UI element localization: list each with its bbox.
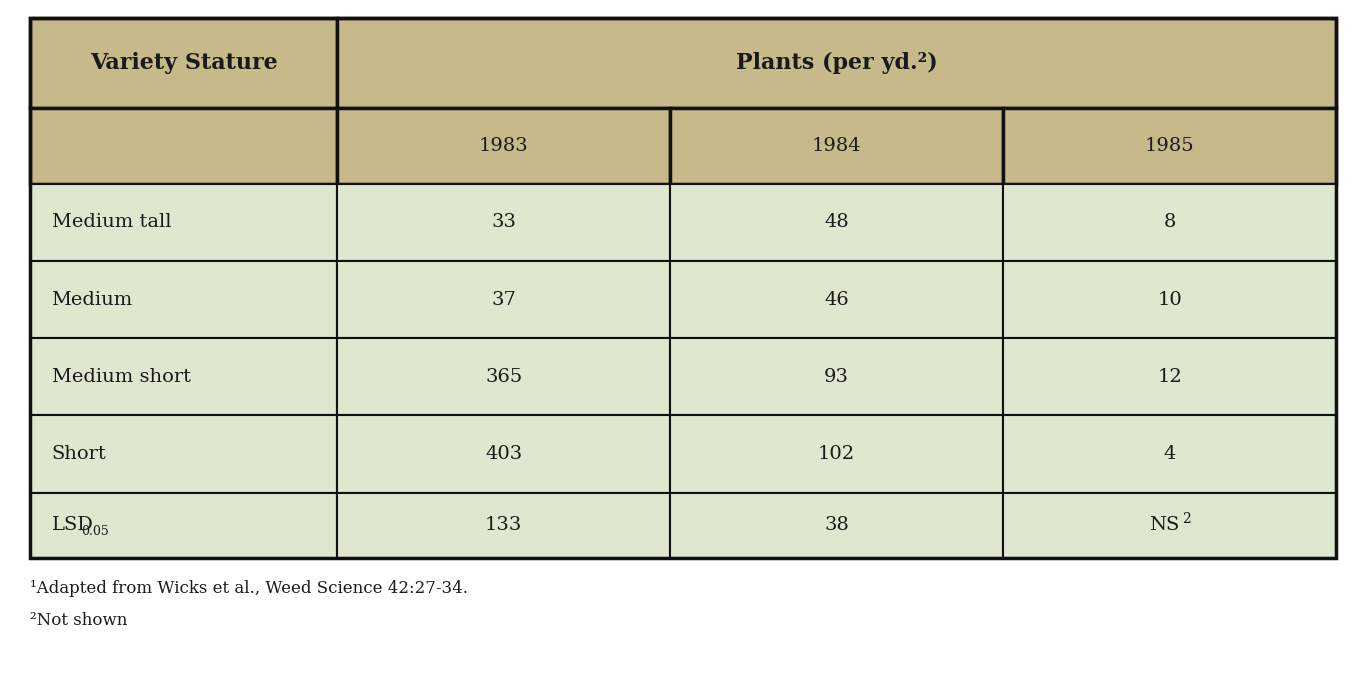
Bar [30,18,1336,558]
Text: NS: NS [1149,516,1180,534]
Bar [1003,109,1336,184]
Bar [30,18,337,109]
Bar [671,338,1003,415]
Bar [1003,261,1336,338]
Bar [671,184,1003,261]
Text: 8: 8 [1164,214,1176,231]
Bar [671,415,1003,493]
Bar [1003,184,1336,261]
Text: 48: 48 [824,214,850,231]
Bar [337,493,671,558]
Bar [337,18,1336,109]
Text: 93: 93 [824,368,850,386]
Text: Plants (per yd.²): Plants (per yd.²) [736,52,937,74]
Text: 1983: 1983 [479,137,529,155]
Text: Variety Stature: Variety Stature [90,52,277,74]
Text: 403: 403 [485,445,522,463]
Bar [1003,415,1336,493]
Text: 12: 12 [1157,368,1182,386]
Text: 37: 37 [492,290,516,309]
Bar [30,109,337,184]
Text: 365: 365 [485,368,522,386]
Text: 33: 33 [492,214,516,231]
Bar [30,338,337,415]
Text: 102: 102 [818,445,855,463]
Text: Short: Short [52,445,107,463]
Bar [337,184,671,261]
Bar [337,338,671,415]
Text: Medium: Medium [52,290,133,309]
Bar [671,109,1003,184]
Text: 0.05: 0.05 [82,525,109,538]
Bar [1003,338,1336,415]
Bar [337,109,671,184]
Bar [30,415,337,493]
Text: LSD: LSD [52,516,93,534]
Text: 2: 2 [1183,512,1191,526]
Text: 1985: 1985 [1145,137,1194,155]
Bar [337,261,671,338]
Text: Medium tall: Medium tall [52,214,171,231]
Bar [30,184,337,261]
Bar [30,493,337,558]
Text: 46: 46 [824,290,850,309]
Text: 133: 133 [485,516,522,534]
Text: ²Not shown: ²Not shown [30,612,127,629]
Text: 4: 4 [1164,445,1176,463]
Bar [30,261,337,338]
Bar [337,415,671,493]
Bar [1003,493,1336,558]
Text: 1984: 1984 [811,137,862,155]
Text: ¹Adapted from Wicks et al., Weed Science 42:27-34.: ¹Adapted from Wicks et al., Weed Science… [30,580,469,597]
Text: 10: 10 [1157,290,1182,309]
Bar [671,493,1003,558]
Text: 38: 38 [824,516,850,534]
Text: Medium short: Medium short [52,368,190,386]
Bar [671,261,1003,338]
